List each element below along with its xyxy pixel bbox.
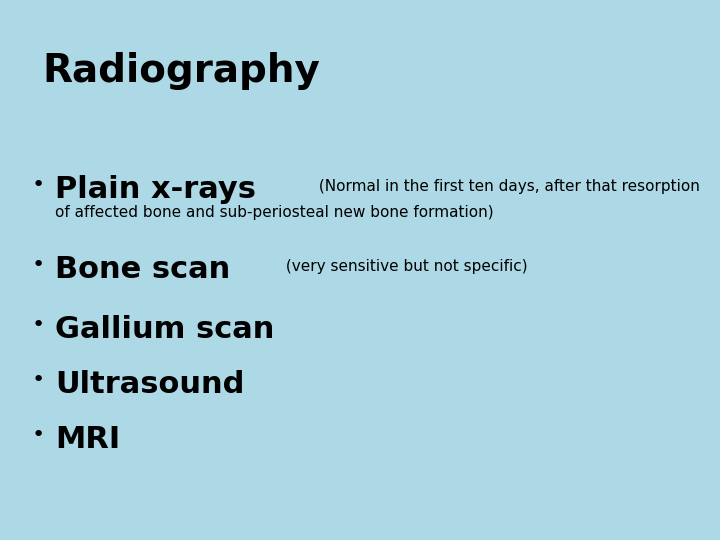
Text: Radiography: Radiography xyxy=(42,52,320,90)
Text: Plain x-rays: Plain x-rays xyxy=(55,175,256,204)
Text: (very sensitive but not specific): (very sensitive but not specific) xyxy=(281,259,528,274)
Text: Ultrasound: Ultrasound xyxy=(55,370,244,399)
Text: of affected bone and sub-periosteal new bone formation): of affected bone and sub-periosteal new … xyxy=(55,205,494,220)
Text: •: • xyxy=(32,255,45,275)
Text: MRI: MRI xyxy=(55,425,120,454)
Text: •: • xyxy=(32,425,45,445)
Text: •: • xyxy=(32,315,45,335)
Text: Gallium scan: Gallium scan xyxy=(55,315,274,344)
Text: •: • xyxy=(32,175,45,195)
Text: Bone scan: Bone scan xyxy=(55,255,230,284)
Text: (Normal in the first ten days, after that resorption: (Normal in the first ten days, after tha… xyxy=(315,179,701,194)
Text: •: • xyxy=(32,370,45,390)
